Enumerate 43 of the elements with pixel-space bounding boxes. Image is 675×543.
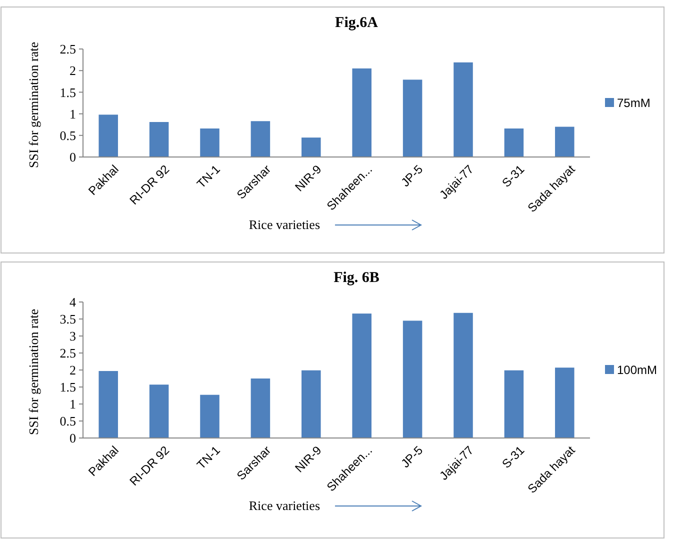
y-tick-label: 2: [70, 362, 76, 378]
bar: [555, 368, 574, 438]
y-axis-title: SSI for germination rate: [26, 42, 41, 168]
y-tick-label: 2: [70, 63, 76, 78]
bar: [250, 378, 270, 438]
bar: [555, 126, 574, 157]
bar: [302, 138, 321, 157]
bar: [402, 320, 422, 438]
bar: [250, 121, 270, 157]
bar: [302, 370, 321, 438]
bar: [98, 371, 118, 438]
x-axis-title: Rice varieties: [248, 498, 320, 513]
y-tick-label: 1.5: [60, 380, 76, 395]
bar: [200, 394, 220, 438]
y-tick-label: 1: [70, 106, 76, 122]
y-tick-label: 0.5: [60, 128, 76, 143]
bar: [98, 114, 118, 157]
bar: [504, 128, 524, 157]
bar: [454, 62, 473, 157]
y-tick-label: 3.5: [60, 312, 76, 327]
x-axis-title: Rice varieties: [248, 217, 320, 232]
y-tick-label: 2.5: [60, 42, 76, 57]
bar: [454, 312, 473, 438]
y-tick-label: 0: [70, 150, 76, 165]
y-tick-label: 0: [70, 430, 76, 446]
bar: [149, 384, 169, 438]
legend-label: 100mM: [617, 363, 658, 378]
y-tick-label: 3: [70, 328, 76, 344]
bar: [402, 80, 422, 157]
bar: [200, 128, 220, 157]
y-axis-title: SSI for germination rate: [26, 308, 41, 435]
bar: [504, 370, 524, 438]
legend-label: 75mM: [617, 96, 650, 110]
y-tick-label: 2.5: [60, 346, 76, 361]
chart-title: Fig.6A: [335, 15, 378, 31]
bar: [149, 122, 169, 157]
y-tick-label: 4: [70, 294, 76, 310]
bar: [352, 68, 372, 157]
y-tick-label: 0.5: [60, 414, 76, 429]
y-tick-label: 1: [70, 396, 76, 412]
y-tick-label: 1.5: [60, 84, 76, 100]
chart-title: Fig. 6B: [334, 270, 380, 286]
bar: [352, 314, 372, 438]
